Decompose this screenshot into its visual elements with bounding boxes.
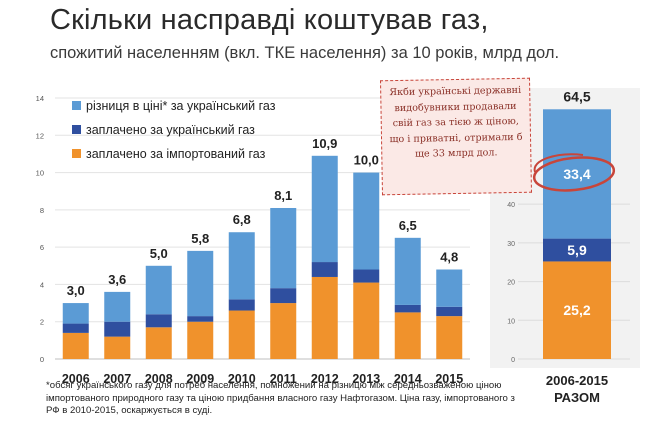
bar-segment [270, 303, 297, 359]
y-tick-label: 2 [40, 318, 44, 327]
bar-segment [436, 316, 463, 359]
total-x-label: 2006-2015 РАЗОМ [546, 373, 608, 405]
legend-label: різниця в ціні* за український газ [86, 99, 276, 113]
total-bars [543, 109, 611, 359]
y-tick-label: 6 [40, 243, 44, 252]
y-tick-label: 0 [40, 355, 44, 364]
bar-segment [311, 276, 338, 359]
bar-segment [353, 282, 380, 359]
legend: різниця в ціні* за український газ заплач… [72, 99, 276, 161]
bar-segment [353, 172, 380, 270]
bar-total-label: 8,1 [274, 188, 292, 203]
y-tick-label: 14 [36, 94, 44, 103]
x-tick-label: 2013 [352, 372, 380, 386]
bar-segment [62, 303, 89, 324]
bar-segment [145, 265, 172, 315]
y-tick-label: 40 [507, 202, 515, 209]
bar-segment [187, 316, 214, 322]
total-y-tick-labels: 0 10 20 30 40 [507, 202, 515, 364]
bar-segment [353, 269, 380, 283]
footnote: *обсяг українського газу для потреб насе… [46, 380, 515, 416]
legend-label: заплачено за імпортований газ [86, 147, 266, 161]
total-bar-segment [543, 261, 611, 359]
bar-segment [436, 306, 463, 317]
y-tick-label: 4 [40, 280, 44, 289]
main-total-labels: 3,0 3,6 5,0 5,8 6,8 8,1 10,9 10,0 6,5 4,8 [67, 136, 459, 298]
page-subtitle: спожитий населенням (вкл. ТКЕ населення)… [50, 44, 560, 62]
bar-segment [270, 288, 297, 304]
legend-label: заплачено за український газ [86, 123, 255, 137]
bar-total-label: 5,0 [150, 246, 168, 261]
bar-segment [187, 250, 214, 317]
main-bars [62, 155, 463, 359]
bar-segment [62, 323, 89, 333]
bar-segment [311, 262, 338, 277]
bar-segment [104, 336, 131, 359]
y-tick-label: 20 [507, 280, 515, 287]
total-bar-segment [543, 109, 611, 239]
total-segment-labels: 25,2 5,9 33,4 64,5 [563, 88, 590, 318]
bar-segment [228, 232, 255, 300]
y-tick-label: 0 [511, 357, 515, 364]
bar-segment [394, 237, 421, 305]
bar-total-label: 10,9 [312, 136, 337, 151]
bar-total-label: 4,8 [440, 250, 458, 265]
bar-segment [311, 155, 338, 263]
bar-segment [187, 321, 214, 359]
legend-swatch [72, 149, 81, 158]
x-tick-label: 2015 [435, 372, 463, 386]
bar-segment [270, 207, 297, 289]
bar-total-label: 6,5 [399, 218, 417, 233]
bar-segment [228, 299, 255, 311]
bar-segment [104, 291, 131, 322]
annotation-note: Якби українські державні видобувники про… [380, 77, 532, 196]
x-tick-label: 2008 [145, 372, 173, 386]
bar-total-label: 6,8 [233, 212, 251, 227]
total-segment-label: 5,9 [567, 242, 587, 258]
x-tick-label: 2007 [103, 372, 131, 386]
bar-total-label: 3,6 [108, 272, 126, 287]
x-tick-label: 2009 [186, 372, 214, 386]
total-segment-label: 33,4 [563, 166, 590, 182]
x-tick-label: 2011 [270, 372, 297, 386]
bar-segment [436, 269, 463, 307]
bar-segment [228, 310, 255, 359]
y-tick-label: 12 [36, 131, 44, 140]
x-tick-label: 2014 [394, 372, 422, 386]
bar-total-label: 5,8 [191, 231, 209, 246]
legend-swatch [72, 101, 81, 110]
bar-segment [145, 327, 172, 359]
bar-segment [145, 314, 172, 328]
annotation-stroke [533, 153, 584, 173]
x-tick-label: 2006 [62, 372, 90, 386]
main-x-tick-labels: 2006 2007 2008 2009 2010 2011 2012 2013 2014 2015 [62, 372, 463, 386]
total-bar-segment [543, 238, 611, 262]
x-tick-label: 2012 [311, 372, 339, 386]
bar-total-label: 10,0 [354, 153, 379, 168]
total-x-tick-label: РАЗОМ [554, 390, 600, 405]
annotation-ellipse [532, 156, 616, 192]
bar-total-label: 3,0 [67, 283, 85, 298]
y-tick-label: 10 [36, 169, 44, 178]
total-sum-label: 64,5 [563, 88, 590, 104]
bar-segment [104, 321, 131, 337]
y-tick-label: 8 [40, 206, 44, 215]
legend-swatch [72, 125, 81, 134]
x-tick-label: 2010 [228, 372, 256, 386]
bar-segment [62, 332, 89, 359]
bar-segment [394, 304, 421, 313]
page-title: Скільки насправді коштував газ, [50, 4, 489, 36]
main-y-tick-labels: 0 2 4 6 8 10 12 14 [36, 94, 44, 364]
total-x-tick-label: 2006-2015 [546, 373, 608, 388]
y-tick-label: 30 [507, 241, 515, 248]
y-tick-label: 10 [507, 318, 515, 325]
bar-segment [394, 312, 421, 359]
annotation-circle [532, 153, 616, 192]
total-segment-label: 25,2 [563, 302, 590, 318]
